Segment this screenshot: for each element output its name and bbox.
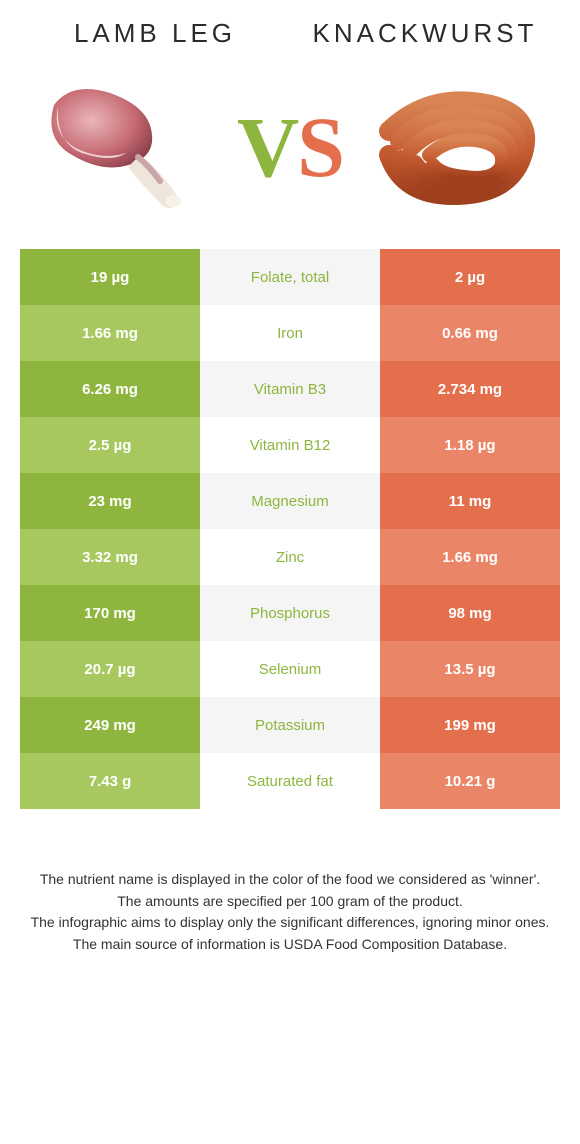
table-row: 170 mgPhosphorus98 mg	[20, 585, 560, 641]
footer-line: The nutrient name is displayed in the co…	[26, 869, 554, 891]
nutrient-table: 19 µgFolate, total2 µg1.66 mgIron0.66 mg…	[20, 249, 560, 809]
food1-image	[20, 67, 233, 227]
nutrient-name: Saturated fat	[200, 753, 380, 809]
knackwurst-icon	[369, 77, 539, 217]
food2-value: 11 mg	[380, 473, 560, 529]
table-row: 19 µgFolate, total2 µg	[20, 249, 560, 305]
nutrient-name: Potassium	[200, 697, 380, 753]
footer-line: The infographic aims to display only the…	[26, 912, 554, 934]
lamb-leg-icon	[42, 77, 212, 217]
food2-value: 10.21 g	[380, 753, 560, 809]
header: Lamb leg Knackwurst	[20, 18, 560, 49]
food1-value: 3.32 mg	[20, 529, 200, 585]
vs-v: V	[237, 104, 297, 190]
table-row: 7.43 gSaturated fat10.21 g	[20, 753, 560, 809]
food2-value: 0.66 mg	[380, 305, 560, 361]
comparison-infographic: Lamb leg Knackwurst	[0, 0, 580, 1144]
food2-value: 98 mg	[380, 585, 560, 641]
table-row: 3.32 mgZinc1.66 mg	[20, 529, 560, 585]
nutrient-name: Selenium	[200, 641, 380, 697]
food2-image	[347, 67, 560, 227]
nutrient-name: Vitamin B3	[200, 361, 380, 417]
food2-title: Knackwurst	[290, 18, 560, 49]
food1-value: 20.7 µg	[20, 641, 200, 697]
table-row: 249 mgPotassium199 mg	[20, 697, 560, 753]
table-row: 23 mgMagnesium11 mg	[20, 473, 560, 529]
table-row: 20.7 µgSelenium13.5 µg	[20, 641, 560, 697]
food1-value: 2.5 µg	[20, 417, 200, 473]
table-row: 1.66 mgIron0.66 mg	[20, 305, 560, 361]
nutrient-name: Iron	[200, 305, 380, 361]
vs-label: VS	[237, 104, 343, 190]
food2-value: 2 µg	[380, 249, 560, 305]
food1-value: 1.66 mg	[20, 305, 200, 361]
food1-value: 6.26 mg	[20, 361, 200, 417]
food1-value: 7.43 g	[20, 753, 200, 809]
food1-value: 170 mg	[20, 585, 200, 641]
nutrient-name: Zinc	[200, 529, 380, 585]
food1-value: 23 mg	[20, 473, 200, 529]
food1-title: Lamb leg	[20, 18, 290, 49]
table-row: 6.26 mgVitamin B32.734 mg	[20, 361, 560, 417]
food2-value: 1.66 mg	[380, 529, 560, 585]
food2-value: 2.734 mg	[380, 361, 560, 417]
footer-line: The main source of information is USDA F…	[26, 934, 554, 956]
nutrient-name: Magnesium	[200, 473, 380, 529]
nutrient-name: Phosphorus	[200, 585, 380, 641]
hero-row: VS	[20, 67, 560, 227]
nutrient-name: Vitamin B12	[200, 417, 380, 473]
food2-value: 199 mg	[380, 697, 560, 753]
vs-s: S	[297, 104, 343, 190]
footer-notes: The nutrient name is displayed in the co…	[20, 869, 560, 956]
food1-value: 249 mg	[20, 697, 200, 753]
nutrient-name: Folate, total	[200, 249, 380, 305]
food2-value: 13.5 µg	[380, 641, 560, 697]
table-row: 2.5 µgVitamin B121.18 µg	[20, 417, 560, 473]
food2-value: 1.18 µg	[380, 417, 560, 473]
food1-value: 19 µg	[20, 249, 200, 305]
footer-line: The amounts are specified per 100 gram o…	[26, 891, 554, 913]
